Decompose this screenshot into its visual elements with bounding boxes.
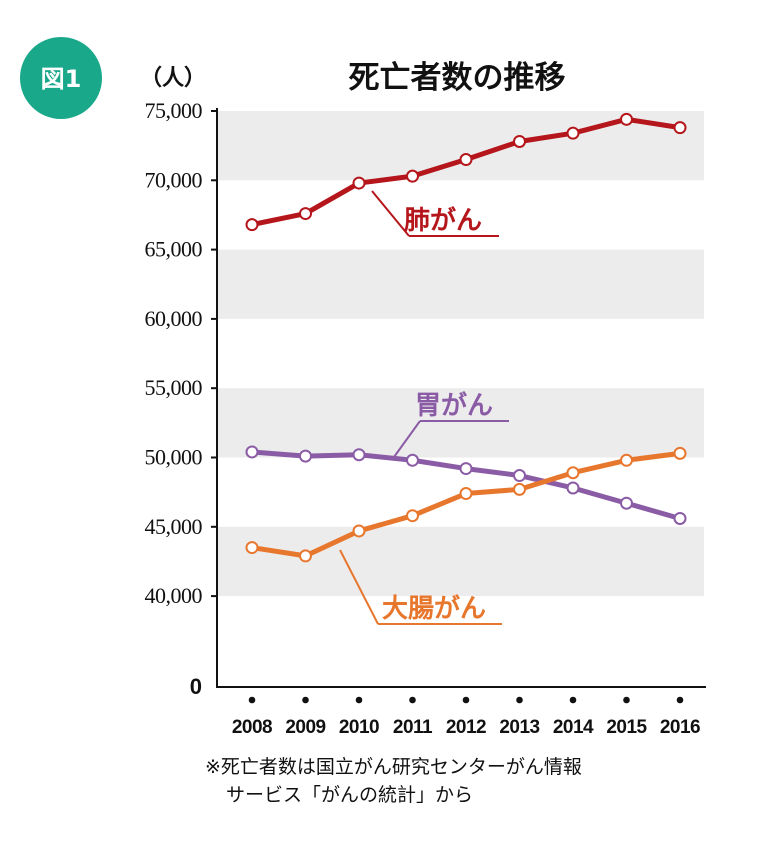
data-point <box>406 169 419 183</box>
data-point <box>673 446 687 460</box>
data-point <box>245 541 259 555</box>
data-point <box>245 218 259 232</box>
x-axis-ticks: 2008 2009 2010 2011 2012 2013 2014 2015 2016 <box>232 696 701 738</box>
x-tick-dot <box>569 696 577 704</box>
data-point <box>673 511 687 525</box>
data-point <box>566 481 580 495</box>
data-point <box>566 466 580 480</box>
label-leader-lines <box>339 190 509 625</box>
data-point <box>352 524 366 538</box>
data-point <box>352 176 366 190</box>
leader-line <box>371 190 410 237</box>
y-tick-label-zero: 0 <box>190 674 202 699</box>
chart-title: 死亡者数の推移 <box>349 60 566 96</box>
series-label: 胃がん <box>415 390 493 421</box>
axes <box>216 108 706 688</box>
x-tick-label: 2008 <box>232 717 272 738</box>
series-label: 大腸がん <box>382 593 486 624</box>
data-point <box>673 121 687 135</box>
data-point <box>459 462 473 476</box>
data-point <box>513 482 526 496</box>
y-tick-label: 75,000 <box>145 98 203 123</box>
x-tick-label: 2014 <box>553 717 594 738</box>
y-tick-label: 40,000 <box>145 583 203 608</box>
badge-label: 図1 <box>41 65 82 93</box>
x-tick-label: 2016 <box>660 717 700 738</box>
y-tick-label: 60,000 <box>145 306 203 331</box>
x-tick-dot <box>302 696 309 704</box>
x-tick-dot <box>462 696 470 704</box>
x-tick-dot <box>248 696 256 704</box>
x-tick-label: 2011 <box>393 717 433 738</box>
x-tick-dot <box>623 696 630 704</box>
data-point <box>352 448 366 462</box>
data-point <box>245 445 259 459</box>
series-lines <box>245 112 687 563</box>
y-tick-label: 55,000 <box>145 375 203 400</box>
data-point <box>620 112 633 126</box>
y-tick-label: 65,000 <box>145 237 203 262</box>
x-tick-label: 2009 <box>285 717 325 738</box>
data-point <box>299 207 312 221</box>
data-point <box>620 453 633 467</box>
x-tick-label: 2015 <box>606 717 647 738</box>
y-tick-label: 70,000 <box>145 167 203 192</box>
x-tick-label: 2012 <box>446 717 486 738</box>
grid-band <box>217 526 704 597</box>
badge-circle <box>20 37 102 119</box>
data-point <box>406 453 419 467</box>
data-point <box>513 134 526 148</box>
footnote-line-2: サービス「がんの統計」から <box>226 784 474 806</box>
x-tick-dot <box>516 696 523 704</box>
series-label: 肺がん <box>404 205 482 236</box>
footnote-line-1: ※死亡者数は国立がん研究センターがん情報 <box>205 756 582 778</box>
data-point <box>459 153 473 167</box>
data-point <box>459 487 473 501</box>
y-axis-unit-label: （人） <box>140 66 206 91</box>
data-point <box>513 469 526 483</box>
grid-bands <box>217 111 704 597</box>
x-tick-dot <box>676 696 684 704</box>
y-axis-ticks: 75,000 70,000 65,000 60,000 55,000 50,000 45,0… <box>145 98 217 699</box>
leader-line <box>339 549 379 625</box>
data-point <box>566 126 580 140</box>
data-point <box>406 509 419 523</box>
data-point <box>620 496 633 510</box>
x-tick-dot <box>355 696 363 704</box>
y-tick-label: 45,000 <box>145 514 203 539</box>
grid-band <box>217 249 704 319</box>
x-tick-dot <box>409 696 416 704</box>
grid-band <box>217 388 704 458</box>
x-tick-label: 2013 <box>499 717 539 738</box>
y-tick-label: 50,000 <box>145 445 203 470</box>
data-point <box>299 449 312 463</box>
leader-line <box>393 420 421 458</box>
x-tick-label: 2010 <box>339 717 379 738</box>
figure-badge: 図1 <box>20 37 102 119</box>
data-point <box>299 549 312 563</box>
